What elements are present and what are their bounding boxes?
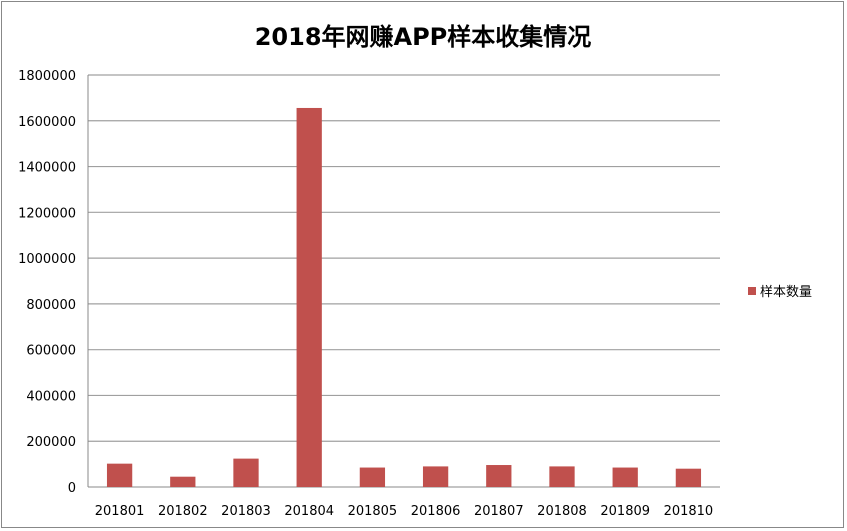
bar-201809 <box>612 467 638 487</box>
x-tick-label: 201804 <box>284 504 334 519</box>
y-tick-label: 1200000 <box>18 206 76 221</box>
y-tick-label: 400000 <box>26 389 76 404</box>
x-tick-label: 201808 <box>537 504 587 519</box>
bar-201807 <box>486 465 512 487</box>
x-tick-label: 201810 <box>664 504 714 519</box>
y-tick-label: 1800000 <box>18 69 76 84</box>
y-tick-label: 800000 <box>26 298 76 313</box>
y-tick-label: 0 <box>68 481 76 496</box>
x-tick-label: 201805 <box>348 504 398 519</box>
y-tick-label: 1600000 <box>18 115 76 130</box>
x-tick-label: 201807 <box>474 504 524 519</box>
y-tick-label: 1000000 <box>18 252 76 267</box>
bar-201802 <box>170 476 196 487</box>
bar-201804 <box>296 107 322 488</box>
x-tick-label: 201802 <box>158 504 208 519</box>
legend-label: 样本数量 <box>760 285 812 300</box>
x-tick-label: 201806 <box>411 504 461 519</box>
bar-201803 <box>233 458 259 487</box>
chart-title: 2018年网赚APP样本收集情况 <box>255 23 592 51</box>
x-tick-label: 201809 <box>600 504 650 519</box>
y-tick-label: 200000 <box>26 435 76 450</box>
legend: 样本数量 <box>748 285 812 300</box>
y-tick-label: 600000 <box>26 344 76 359</box>
y-tick-label: 1400000 <box>18 161 76 176</box>
bar-201806 <box>422 466 449 487</box>
x-tick-label: 201803 <box>221 504 271 519</box>
bar-201805 <box>359 467 386 487</box>
bar-201808 <box>549 466 575 487</box>
x-tick-label: 201801 <box>95 504 145 519</box>
bar-201810 <box>675 468 702 487</box>
legend-swatch <box>748 287 756 295</box>
bar-201801 <box>106 463 133 487</box>
